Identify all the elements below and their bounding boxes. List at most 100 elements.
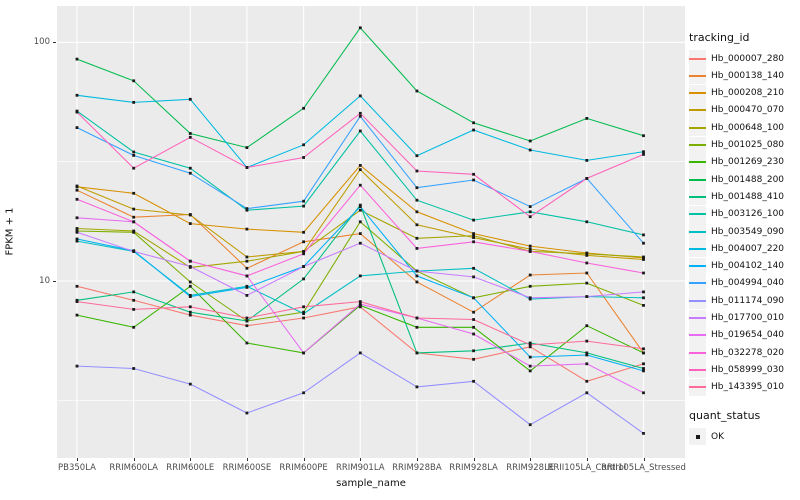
legend-key-swatch	[689, 309, 706, 327]
data-point	[642, 255, 645, 259]
y-tick-label: 10	[39, 276, 50, 286]
legend-label: Hb_004102_140	[711, 261, 785, 272]
data-point	[302, 240, 305, 244]
data-point	[245, 324, 249, 328]
legend-key-line	[689, 57, 706, 60]
data-point	[415, 385, 419, 389]
legend-key-line	[689, 178, 706, 181]
data-point	[528, 345, 532, 349]
legend-entry-Hb_001269_230: Hb_001269_230	[689, 153, 784, 171]
data-point	[528, 244, 532, 248]
legend-key-swatch	[689, 136, 706, 154]
x-tick-label: RRII105LA_Stressed	[601, 463, 686, 473]
legend-entry-Hb_000648_100: Hb_000648_100	[689, 119, 784, 137]
legend-entry-Hb_011174_090: Hb_011174_090	[689, 292, 784, 310]
legend-key-line	[689, 92, 706, 95]
legend-label: Hb_001488_200	[711, 174, 785, 185]
data-point	[642, 347, 645, 351]
legend-label: Hb_000007_280	[711, 53, 785, 64]
data-point	[528, 296, 532, 300]
legend-entry-Hb_004007_220: Hb_004007_220	[689, 240, 784, 258]
data-point	[75, 230, 79, 234]
data-point	[75, 184, 79, 188]
data-point	[472, 318, 475, 321]
data-point	[528, 139, 532, 143]
data-point	[415, 280, 419, 284]
legend-label: Hb_003549_090	[711, 226, 785, 237]
data-point	[132, 290, 136, 294]
data-point	[302, 106, 305, 110]
data-point	[132, 308, 136, 311]
data-point	[472, 234, 475, 237]
data-point	[75, 227, 79, 230]
legend-key-point	[695, 434, 700, 439]
data-point	[415, 316, 419, 320]
data-point	[415, 89, 419, 93]
data-point	[75, 110, 79, 114]
data-point	[358, 208, 362, 212]
data-point	[585, 281, 589, 285]
data-point	[642, 296, 645, 300]
legend-key-swatch	[689, 153, 706, 171]
data-point	[472, 218, 475, 222]
data-point	[472, 232, 475, 235]
data-point	[132, 150, 136, 154]
legend-key-line	[689, 144, 706, 146]
data-point	[472, 332, 475, 336]
data-point	[528, 369, 532, 373]
legend-key-line	[689, 299, 706, 302]
data-point	[358, 129, 362, 133]
data-point	[358, 300, 362, 303]
data-point	[528, 341, 532, 345]
data-point	[585, 271, 589, 275]
x-tick-mark	[77, 458, 78, 461]
data-point	[358, 26, 362, 30]
data-point	[75, 300, 79, 303]
data-point	[188, 382, 192, 386]
data-point	[302, 204, 305, 208]
x-tick-mark	[530, 458, 532, 461]
data-point	[415, 210, 419, 214]
legend-label: Hb_143395_010	[711, 382, 785, 393]
data-point	[302, 316, 305, 320]
data-point	[132, 166, 136, 170]
data-point	[642, 150, 645, 154]
data-point	[245, 207, 249, 210]
legend-key-line	[689, 230, 706, 233]
x-tick-mark	[360, 458, 362, 461]
data-point	[75, 239, 79, 243]
data-point	[415, 269, 419, 273]
x-tick-mark	[303, 458, 305, 461]
data-point	[132, 191, 136, 195]
data-point	[302, 252, 305, 256]
x-tick-label: RRIM928BA	[392, 463, 442, 473]
data-point	[472, 275, 475, 279]
data-point	[132, 207, 136, 211]
data-point	[245, 316, 249, 320]
data-point	[302, 250, 305, 253]
data-point	[188, 265, 192, 268]
data-point	[245, 266, 249, 270]
data-point	[132, 325, 136, 329]
data-point	[528, 273, 532, 277]
data-point	[585, 362, 589, 366]
data-point	[358, 111, 362, 115]
data-point	[245, 255, 249, 259]
legend-label: Hb_003126_100	[711, 209, 785, 220]
data-point	[415, 169, 419, 173]
data-point	[302, 277, 305, 281]
data-point	[472, 128, 475, 132]
data-point	[472, 325, 475, 329]
legend-entry-Hb_000138_140: Hb_000138_140	[689, 67, 784, 85]
data-point	[585, 117, 589, 120]
legend-entry-Hb_004994_040: Hb_004994_040	[689, 274, 784, 292]
legend-entry-Hb_032278_020: Hb_032278_020	[689, 344, 784, 362]
data-point	[642, 153, 645, 156]
data-point	[585, 295, 589, 298]
legend-key-line	[689, 247, 706, 250]
data-point	[245, 166, 249, 169]
legend-entry-quant-OK: OK	[689, 428, 724, 445]
x-tick-label: RRIM901LA	[335, 463, 385, 473]
legend-title-tracking-id: tracking_id	[689, 31, 750, 44]
legend-entry-Hb_003126_100: Hb_003126_100	[689, 205, 785, 223]
